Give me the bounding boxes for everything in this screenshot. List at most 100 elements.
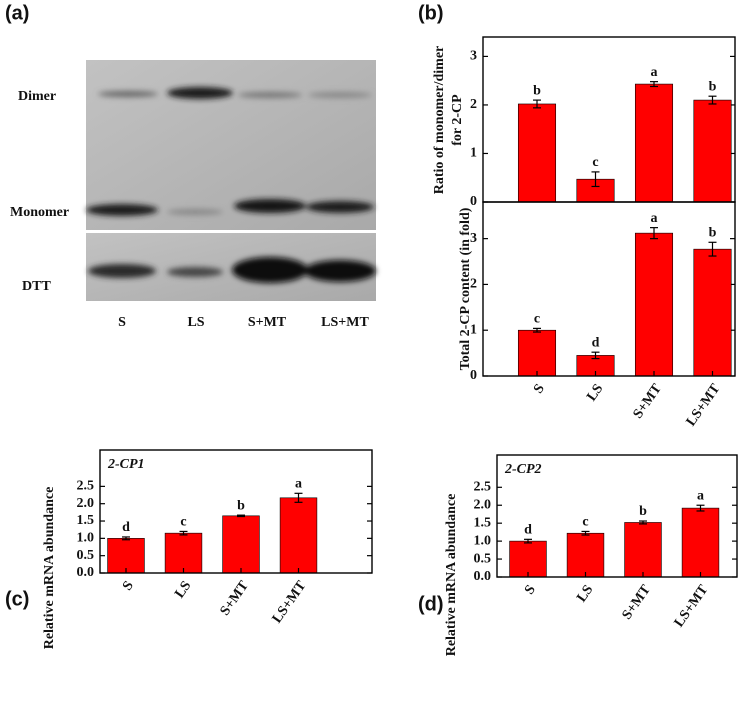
y-tick-label: 3: [470, 49, 477, 64]
bar: [693, 99, 732, 203]
significance-letter: a: [651, 211, 658, 226]
bar: [517, 103, 557, 203]
plot-frame: [496, 454, 738, 578]
error-bar: [237, 514, 245, 518]
significance-letter: b: [709, 226, 717, 241]
x-tick-label: S: [522, 582, 539, 597]
significance-letter: d: [592, 335, 600, 350]
panel-label: (b): [418, 2, 444, 24]
error-bar: [639, 520, 647, 525]
plot-frame: [482, 201, 736, 377]
plot-frame: [99, 449, 373, 574]
y-tick-label: 2.0: [77, 496, 95, 511]
error-bar: [179, 530, 188, 536]
panel-label: (d): [418, 593, 444, 615]
error-bar: [591, 351, 600, 360]
x-tick-label: LS+MT: [270, 578, 310, 626]
x-tick-label: S: [120, 578, 137, 593]
significance-letter: d: [122, 520, 130, 535]
lane-label: LS+MT: [321, 315, 369, 330]
bar: [107, 538, 145, 574]
panel-label: (a): [5, 2, 29, 24]
y-tick-label: 0: [470, 194, 477, 209]
y-tick-label: 1: [470, 322, 477, 337]
band-label: Monomer: [10, 205, 69, 220]
y-axis-label: Relative mRNA abundance: [444, 494, 459, 657]
error-bar: [696, 504, 705, 512]
chart: Total 2-CP content (in fold)0 1 2 3 c Sd LS a S+…: [458, 201, 736, 429]
x-tick-label: LS: [584, 381, 606, 404]
x-tick-label: LS+MT: [684, 381, 724, 429]
x-tick-label: S+MT: [218, 578, 253, 619]
y-tick-label: 3: [470, 231, 477, 246]
bar: [517, 329, 557, 377]
error-bar: [708, 241, 717, 257]
x-tick-label: LS: [574, 582, 596, 605]
error-bar: [650, 227, 658, 240]
y-tick-label: 2: [470, 277, 477, 292]
y-tick-label: 0.5: [77, 548, 95, 563]
bands: [86, 87, 376, 283]
chart: (b) Ratio of monomer/dimer for 2-CP 0 1 2 3 b c a…: [418, 2, 736, 209]
bar: [693, 248, 732, 377]
annotation: 2-CP1: [107, 457, 145, 472]
x-tick-label: LS: [172, 578, 194, 601]
bar: [681, 507, 720, 578]
bar: [222, 515, 260, 574]
x-tick-label: S: [531, 381, 548, 396]
annotation: 2-CP2: [504, 462, 542, 477]
y-tick-label: 1.0: [77, 531, 95, 546]
significance-letter: a: [651, 65, 658, 80]
lane-label: S: [118, 315, 126, 330]
chart: (d) Relative mRNA abundance 0.0 0.5 1.0 1.5 2.…: [418, 454, 738, 657]
significance-letter: d: [524, 523, 532, 538]
error-bar: [294, 492, 303, 503]
significance-letter: c: [534, 312, 540, 327]
bar: [164, 532, 203, 574]
y-axis-label: Ratio of monomer/dimer: [432, 46, 447, 195]
significance-letter: b: [709, 79, 717, 94]
error-bar: [533, 99, 541, 109]
chart: (c) Relative mRNA abundance 0.0 0.5 1.0 1.5 2.…: [5, 449, 373, 649]
bar: [509, 540, 547, 578]
lane-label: S+MT: [248, 315, 287, 330]
significance-letter: c: [592, 155, 598, 170]
band-label: DTT: [22, 279, 51, 294]
y-tick-label: 2.0: [474, 497, 492, 512]
bar: [634, 83, 674, 203]
significance-letter: c: [180, 515, 186, 530]
error-bar: [581, 530, 590, 536]
y-tick-label: 1.5: [474, 515, 492, 530]
y-tick-label: 1.5: [77, 513, 95, 528]
y-tick-label: 2: [470, 97, 477, 112]
x-tick-label: S+MT: [631, 381, 666, 422]
y-tick-label: 1.0: [474, 533, 492, 548]
y-tick-label: 0.0: [474, 569, 492, 584]
significance-letter: a: [295, 477, 302, 492]
band-label: Dimer: [18, 89, 56, 104]
error-bar: [122, 536, 130, 541]
error-bar: [708, 95, 717, 105]
y-tick-label: 1: [470, 146, 477, 161]
significance-letter: b: [237, 498, 245, 513]
bar: [624, 522, 662, 578]
y-tick-label: 0: [470, 368, 477, 383]
bar: [279, 497, 318, 574]
y-axis-label: Total 2-CP content (in fold): [458, 207, 473, 370]
significance-letter: b: [533, 83, 541, 98]
error-bar: [533, 327, 541, 333]
blot-panel: (a) Dimer Monomer DTT S LS S+MT LS+MT: [5, 2, 376, 330]
y-tick-label: 2.5: [474, 480, 492, 495]
panel-label: (c): [5, 588, 29, 610]
error-bar: [524, 538, 532, 544]
x-tick-label: LS+MT: [672, 582, 712, 630]
bar: [566, 532, 605, 578]
y-tick-label: 0.0: [77, 565, 95, 580]
significance-letter: c: [582, 515, 588, 530]
error-bar: [650, 81, 658, 88]
y-axis-label: for 2-CP: [450, 94, 465, 146]
significance-letter: b: [639, 504, 647, 519]
error-bar: [591, 171, 600, 188]
y-tick-label: 0.5: [474, 551, 492, 566]
